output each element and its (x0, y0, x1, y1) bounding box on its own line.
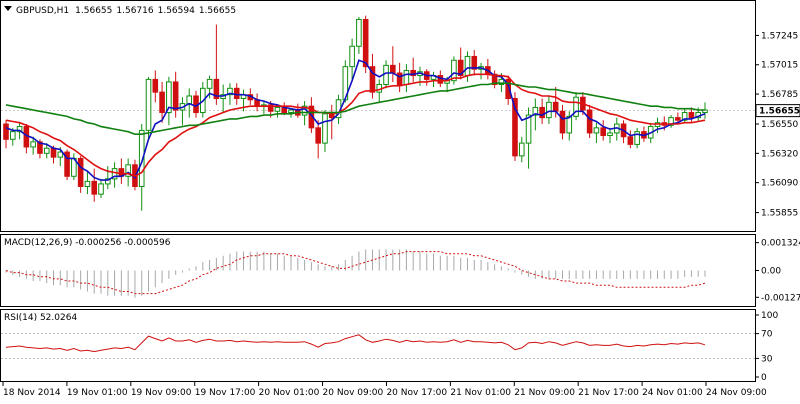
candle-body (10, 132, 15, 140)
candle-body (160, 92, 165, 112)
rsi-label: RSI(14) 52.0264 (4, 313, 77, 323)
time-tick-label: 21 Nov 01:00 (450, 388, 511, 398)
ohlc-high: 1.56716 (116, 6, 153, 16)
candle-body (553, 102, 558, 111)
macd-signal-line (6, 252, 705, 294)
price-tick-label: 1.56785 (761, 90, 798, 100)
dropdown-triangle-icon[interactable] (4, 6, 12, 11)
candle-body (316, 128, 321, 143)
candle-body (689, 113, 694, 118)
candle-body (519, 143, 524, 156)
time-tick-label: 19 Nov 09:00 (131, 388, 192, 398)
candle-body (594, 128, 599, 133)
current-price-label: 1.56655 (759, 107, 800, 117)
ohlc-open: 1.56655 (75, 6, 112, 16)
candle-body (384, 65, 389, 84)
candle-body (207, 79, 212, 88)
ohlc-close: 1.56655 (199, 6, 236, 16)
candle-body (567, 116, 572, 133)
price-tick-label: 1.57015 (761, 61, 798, 71)
candle-body (363, 19, 368, 66)
time-tick-label: 24 Nov 09:00 (706, 388, 767, 398)
rsi-tick-label: 30 (761, 354, 773, 364)
candle-body (4, 124, 9, 139)
price-title: GBPUSD,H1 1.56655 1.56716 1.56594 1.56655 (16, 6, 236, 16)
macd-tick-label: 0.00 (761, 266, 781, 276)
candle-body (547, 102, 552, 117)
candle-body (44, 148, 49, 153)
time-tick-label: 20 Nov 01:00 (259, 388, 320, 398)
candle-body (397, 73, 402, 84)
candle-body (391, 65, 396, 73)
candle-body (99, 184, 104, 194)
price-tick-label: 1.56090 (761, 179, 798, 189)
candle-body (601, 128, 606, 136)
candle-body (526, 115, 531, 143)
rsi-panel: RSI(14) 52.0264 100 70 30 0 (1, 310, 779, 384)
price-marks (1, 16, 755, 211)
candle-body (404, 70, 409, 84)
time-tick-label: 20 Nov 17:00 (386, 388, 447, 398)
candle-body (234, 88, 239, 98)
price-panel-frame (1, 1, 756, 232)
candle-body (153, 79, 158, 92)
price-tick-label: 1.57245 (761, 31, 798, 41)
rsi-tick-label: 100 (761, 311, 778, 321)
candle-body (289, 110, 294, 113)
macd-tick-label: -0.001276 (761, 293, 800, 303)
macd-tick-label: 0.001324 (761, 239, 800, 249)
candle-body (560, 111, 565, 133)
price-tick-label: 1.56320 (761, 149, 798, 159)
symbol-label: GBPUSD,H1 (16, 6, 69, 16)
candle-body (51, 148, 56, 157)
price-panel: GBPUSD,H1 1.56655 1.56716 1.56594 1.56655 1.… (1, 1, 800, 232)
time-tick-label: 18 Nov 2014 (3, 388, 61, 398)
candle-body (31, 142, 36, 147)
moving-average-line-1 (6, 60, 705, 180)
macd-panel: MACD(12,26,9) -0.000256 -0.000596 0.0013… (1, 235, 800, 307)
rsi-marks (1, 334, 755, 359)
candle-body (275, 107, 280, 111)
candle-body (465, 56, 470, 75)
rsi-tick-label: 0 (761, 373, 767, 383)
moving-average-line-3 (6, 83, 705, 134)
candle-body (587, 110, 592, 133)
candle-body (187, 96, 192, 104)
candle-body (173, 82, 178, 110)
rsi-axis: 100 70 30 0 (755, 311, 778, 383)
macd-axis: 0.001324 0.00 -0.001276 (755, 239, 800, 304)
macd-marks (6, 249, 705, 297)
candle-body (146, 79, 151, 130)
candle-body (85, 181, 90, 186)
macd-label: MACD(12,26,9) -0.000256 -0.000596 (4, 238, 171, 248)
price-axis: 1.57245 1.57015 1.56785 1.56550 1.56320 1.560… (755, 31, 800, 218)
candle-body (92, 181, 97, 194)
time-tick-label: 19 Nov 01:00 (67, 388, 128, 398)
time-tick-label: 20 Nov 09:00 (323, 388, 384, 398)
rsi-tick-label: 70 (761, 330, 773, 340)
candle-body (357, 19, 362, 46)
ohlc-low: 1.56594 (158, 6, 195, 16)
rsi-line (6, 335, 705, 352)
time-tick-label: 24 Nov 01:00 (642, 388, 703, 398)
candle-body (608, 133, 613, 136)
candle-body (628, 137, 633, 145)
price-tick-label: 1.56550 (761, 120, 798, 130)
candle-body (78, 158, 83, 186)
candle-body (676, 118, 681, 121)
candle-body (323, 114, 328, 143)
price-tick-label: 1.55855 (761, 209, 798, 219)
candle-body (540, 107, 545, 117)
time-tick-label: 21 Nov 09:00 (514, 388, 575, 398)
time-tick-label: 19 Nov 17:00 (195, 388, 256, 398)
time-tick-label: 21 Nov 17:00 (578, 388, 639, 398)
candle-body (350, 46, 355, 66)
